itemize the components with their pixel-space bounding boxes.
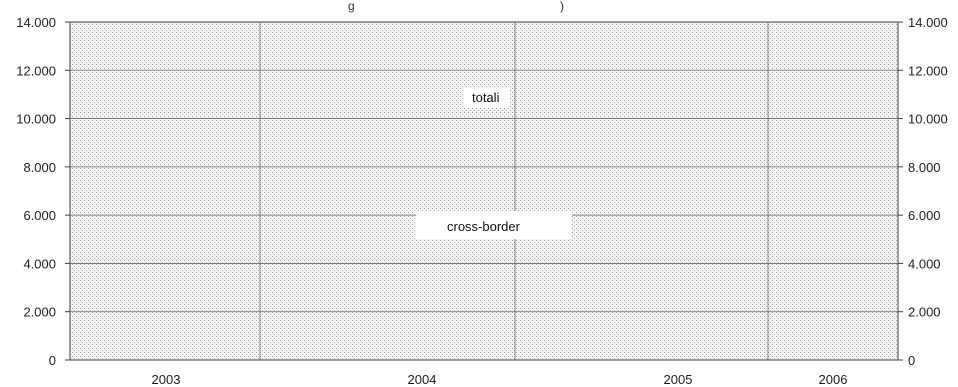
y-tick-label-left: 10.000 xyxy=(16,112,56,127)
series-label-cross-border: cross-border xyxy=(447,219,521,234)
y-tick-label-left: 2.000 xyxy=(23,305,56,320)
x-tick-label: 2003 xyxy=(152,372,181,387)
y-tick-label-left: 6.000 xyxy=(23,208,56,223)
y-tick-label-right: 10.000 xyxy=(908,112,948,127)
right-axis-ticks: 0 2.000 4.000 6.000 8.000 10.000 12.000 14.000 xyxy=(898,15,948,368)
y-tick-label-left: 12.000 xyxy=(16,63,56,78)
y-tick-label-right: 8.000 xyxy=(908,160,941,175)
series-label-totali: totali xyxy=(472,90,500,105)
y-tick-label-left: 4.000 xyxy=(23,256,56,271)
x-axis-ticks: 2003 2004 2005 2006 xyxy=(152,372,848,387)
y-tick-label-right: 0 xyxy=(908,353,915,368)
title-fragment-right: ) xyxy=(560,0,564,13)
y-tick-label-right: 2.000 xyxy=(908,305,941,320)
y-tick-label-left: 14.000 xyxy=(16,15,56,30)
y-tick-label-left: 8.000 xyxy=(23,160,56,175)
x-tick-label: 2006 xyxy=(819,372,848,387)
label-mask-totali xyxy=(464,88,510,108)
plot-frame xyxy=(69,21,899,361)
title-fragment-left: g xyxy=(348,0,355,13)
y-tick-label-right: 6.000 xyxy=(908,208,941,223)
x-tick-label: 2005 xyxy=(664,372,693,387)
left-axis-ticks: 0 2.000 4.000 6.000 8.000 10.000 12.000 14.000 xyxy=(16,15,70,368)
y-tick-label-right: 12.000 xyxy=(908,63,948,78)
vertical-gridlines xyxy=(259,22,769,360)
label-mask-cross-border xyxy=(416,211,572,239)
plot-area xyxy=(70,22,898,360)
y-tick-label-right: 14.000 xyxy=(908,15,948,30)
y-tick-label-left: 0 xyxy=(49,353,56,368)
x-tick-label: 2004 xyxy=(408,372,437,387)
y-tick-label-right: 4.000 xyxy=(908,256,941,271)
label-masks xyxy=(416,88,572,239)
